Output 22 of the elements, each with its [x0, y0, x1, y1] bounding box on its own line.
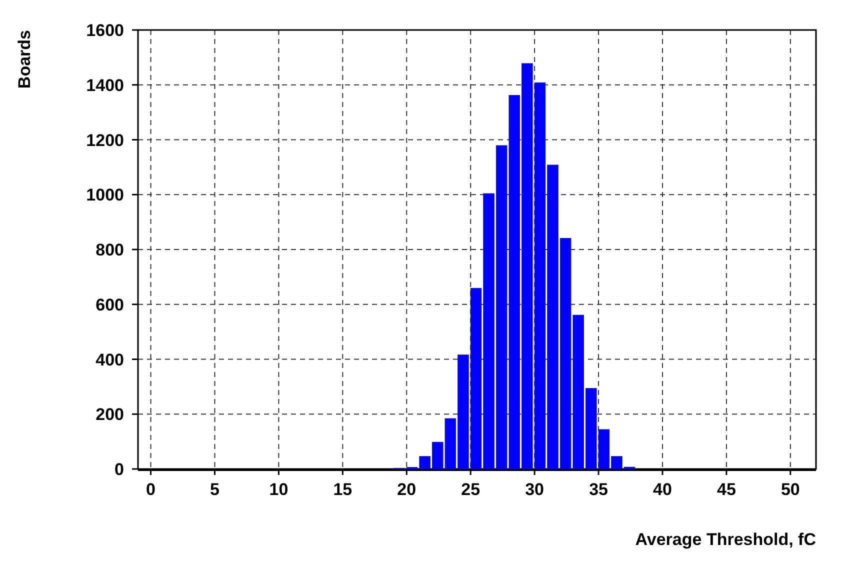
y-axis-title: Boards [15, 30, 34, 89]
x-tick-label: 0 [146, 480, 156, 499]
y-tick-label: 800 [96, 240, 124, 260]
x-tick-label: 30 [525, 480, 544, 499]
y-tick-label: 1600 [86, 21, 124, 40]
x-tick-label: 35 [589, 480, 608, 499]
x-tick-label: 50 [780, 480, 800, 499]
y-tick-label: 1000 [86, 186, 124, 205]
x-tick-label: 45 [716, 480, 736, 499]
x-tick-label: 15 [333, 480, 352, 499]
y-tick-label: 1400 [86, 76, 124, 95]
x-tick-label: 40 [653, 480, 672, 499]
y-tick-label: 600 [96, 295, 124, 314]
y-tick-label: 400 [96, 350, 124, 370]
y-tick-label: 200 [96, 405, 124, 424]
x-tick-label: 25 [461, 480, 480, 499]
x-tick-label: 10 [269, 480, 288, 499]
y-tick-label: 1200 [86, 130, 124, 150]
x-axis-title: Average Threshold, fC [635, 530, 816, 549]
x-tick-label: 20 [397, 480, 416, 499]
x-tick-label: 5 [210, 480, 220, 499]
y-tick-label: 0 [114, 460, 124, 479]
